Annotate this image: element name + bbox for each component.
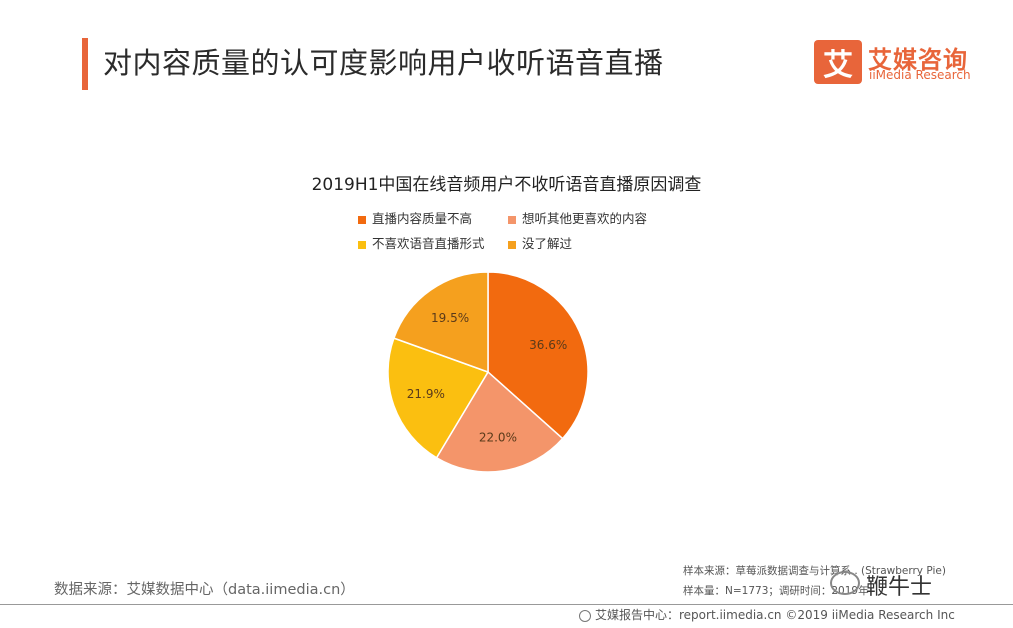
legend-item-2: 不喜欢语音直播形式: [358, 233, 485, 252]
legend-swatch-2: [358, 240, 366, 249]
footer-report-text: 艾媒报告中心：report.iimedia.cn ©2019 iiMedia R…: [595, 608, 955, 622]
globe-icon: [579, 609, 591, 622]
legend-swatch-3: [508, 240, 516, 249]
footer-divider: [0, 604, 1013, 605]
pie-chart: 36.6% 22.0% 21.9% 19.5%: [387, 271, 589, 473]
chart-title: 2019H1中国在线音频用户不收听语音直播原因调查: [311, 175, 702, 195]
legend-label-0: 直播内容质量不高: [372, 211, 473, 226]
pie-label-1: 22.0%: [479, 430, 517, 444]
page-title: 对内容质量的认可度影响用户收听语音直播: [103, 46, 664, 80]
logo-mark: 艾: [823, 48, 853, 83]
pie-label-0: 36.6%: [529, 338, 567, 352]
pie-slice-0: [487, 271, 589, 440]
sample-source: 样本来源：草莓派数据调查与计算系 . (Strawberry Pie): [683, 565, 946, 577]
legend-swatch-0: [358, 215, 366, 224]
legend-item-0: 直播内容质量不高: [358, 208, 472, 227]
data-source: 数据来源：艾媒数据中心（data.iimedia.cn）: [54, 582, 355, 598]
pie-label-2: 21.9%: [407, 387, 445, 401]
legend-swatch-1: [508, 215, 516, 224]
logo-english-name: iiMedia Research: [869, 68, 971, 82]
legend-label-3: 没了解过: [522, 236, 573, 251]
pie-label-3: 19.5%: [431, 311, 469, 325]
iimedia-logo: 艾: [814, 40, 862, 84]
title-accent-bar: [82, 38, 88, 90]
legend-item-1: 想听其他更喜欢的内容: [508, 208, 647, 227]
footer-report-center: 艾媒报告中心：report.iimedia.cn ©2019 iiMedia R…: [579, 606, 955, 623]
legend-label-2: 不喜欢语音直播形式: [372, 236, 485, 251]
sample-size: 样本量：N=1773；调研时间：2019年: [683, 585, 869, 597]
pie-slice-1: [435, 370, 564, 473]
logo-chinese-name: 艾媒咨询: [868, 46, 968, 74]
legend-item-3: 没了解过: [508, 233, 572, 252]
pie-slice-2: [387, 337, 490, 459]
pie-slice-3: [392, 271, 489, 374]
wechat-icon: [830, 571, 860, 595]
watermark: 鞭牛士: [866, 575, 933, 600]
legend-label-1: 想听其他更喜欢的内容: [522, 211, 648, 226]
